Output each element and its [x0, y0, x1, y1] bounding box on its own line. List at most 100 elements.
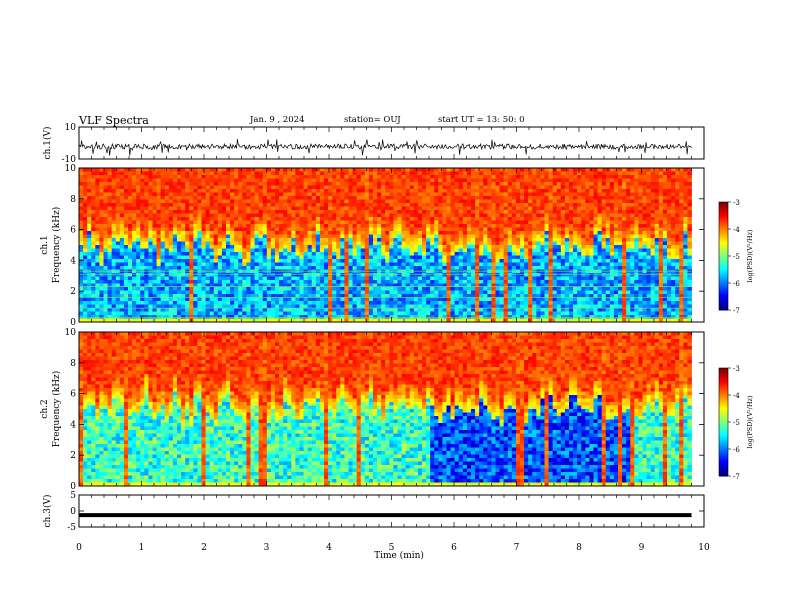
spectro-cell — [450, 283, 456, 288]
spectro-cell — [140, 210, 145, 214]
spectro-cell — [279, 175, 284, 179]
spectro-cell — [103, 175, 108, 179]
spectro-cell — [434, 175, 439, 179]
spectro-cell — [462, 262, 468, 267]
spectro-cell — [475, 308, 480, 312]
spectro-cell — [524, 297, 529, 302]
spectro-cell — [234, 182, 239, 186]
spectro-cell — [475, 196, 480, 200]
spectro-cell — [262, 189, 268, 193]
spectro-cell — [230, 266, 235, 270]
spectro-cell — [487, 304, 492, 309]
spectro-cell — [115, 255, 121, 260]
spectro-cell — [524, 178, 529, 183]
spectro-cell — [111, 234, 117, 239]
spectro-cell — [405, 318, 411, 323]
spectro-cell — [434, 192, 439, 197]
spectro-cell — [115, 308, 121, 312]
spectro-cell — [156, 192, 162, 197]
spectro-cell — [409, 304, 415, 309]
spectro-cell — [352, 290, 358, 295]
spectro-cell — [193, 175, 198, 179]
spectro-cell — [221, 199, 227, 204]
spectro-cell — [128, 189, 133, 193]
spectro-cell — [487, 224, 492, 228]
spectro-cell — [511, 297, 517, 302]
spectro-cell — [438, 259, 443, 263]
spectro-cell — [515, 238, 521, 242]
spectro-cell — [454, 168, 460, 172]
spectro-cell — [115, 231, 121, 235]
spectro-cell — [503, 290, 509, 295]
spectro-cell — [79, 196, 84, 200]
spectro-cell — [332, 308, 337, 312]
spectro-cell — [401, 210, 407, 214]
spectro-cell — [319, 227, 325, 232]
spectro-cell — [148, 241, 153, 246]
spectro-cell — [140, 255, 145, 260]
spectro-cell — [499, 297, 505, 302]
spectro-cell — [103, 259, 108, 263]
spectro-cell — [446, 252, 451, 256]
spectro-cell — [103, 283, 108, 288]
spectro-cell — [193, 301, 198, 305]
spectro-cell — [311, 273, 317, 277]
spectro-cell — [409, 297, 415, 302]
spectro-cell — [532, 255, 537, 260]
spectro-cell — [540, 234, 545, 239]
spectro-cell — [246, 182, 251, 186]
spectro-cell — [352, 301, 358, 305]
spectro-cell — [246, 276, 251, 281]
spectro-cell — [193, 294, 198, 298]
spectro-cell — [156, 290, 162, 295]
spectro-cell — [377, 175, 382, 179]
spectro-cell — [83, 185, 88, 190]
spectro-cell — [209, 168, 215, 172]
spectro-cell — [307, 290, 313, 295]
spectro-cell — [99, 318, 104, 323]
spectro-cell — [303, 189, 309, 193]
spectro-cell — [373, 206, 378, 211]
spectro-cell — [409, 245, 415, 249]
spectro-cell — [450, 192, 456, 197]
spectro-cell — [409, 301, 415, 305]
spectro-cell — [197, 168, 202, 172]
spectro-cell — [462, 252, 468, 256]
spectro-cell — [417, 185, 423, 190]
spectro-cell — [246, 241, 251, 246]
spectro-cell — [475, 171, 480, 176]
spectro-cell — [172, 196, 178, 200]
spectro-cell — [132, 206, 137, 211]
spectro-cell — [536, 294, 541, 298]
spectro-cell — [495, 245, 500, 249]
spectro-cell — [328, 297, 333, 302]
spectro-cell — [246, 227, 251, 232]
spectro-cell — [364, 175, 370, 179]
spectro-cell — [495, 290, 500, 295]
spectro-cell — [193, 227, 198, 232]
spectro-cell — [283, 182, 288, 186]
spectro-cell — [332, 301, 337, 305]
spectro-cell — [91, 175, 96, 179]
chart-title: VLF Spectra — [79, 114, 149, 127]
spectro-cell — [340, 189, 345, 193]
spectro-cell — [520, 238, 525, 242]
spectro-cell — [181, 290, 186, 295]
spectro-cell — [332, 280, 337, 284]
spectro-cell — [291, 301, 296, 305]
spectro-cell — [446, 283, 451, 288]
spectro-cell — [450, 224, 456, 228]
spectro-cell — [332, 238, 337, 242]
spectro-cell — [356, 248, 362, 253]
spectro-cell — [79, 280, 84, 284]
spectro-cell — [115, 203, 121, 207]
spectro-cell — [79, 276, 84, 281]
spectro-cell — [205, 294, 211, 298]
spectro-cell — [291, 297, 296, 302]
spectro-cell — [307, 308, 313, 312]
spectro-cell — [442, 238, 447, 242]
spectro-cell — [377, 294, 382, 298]
spectro-cell — [495, 308, 500, 312]
spectro-cell — [250, 259, 255, 263]
spectro-cell — [409, 199, 415, 204]
